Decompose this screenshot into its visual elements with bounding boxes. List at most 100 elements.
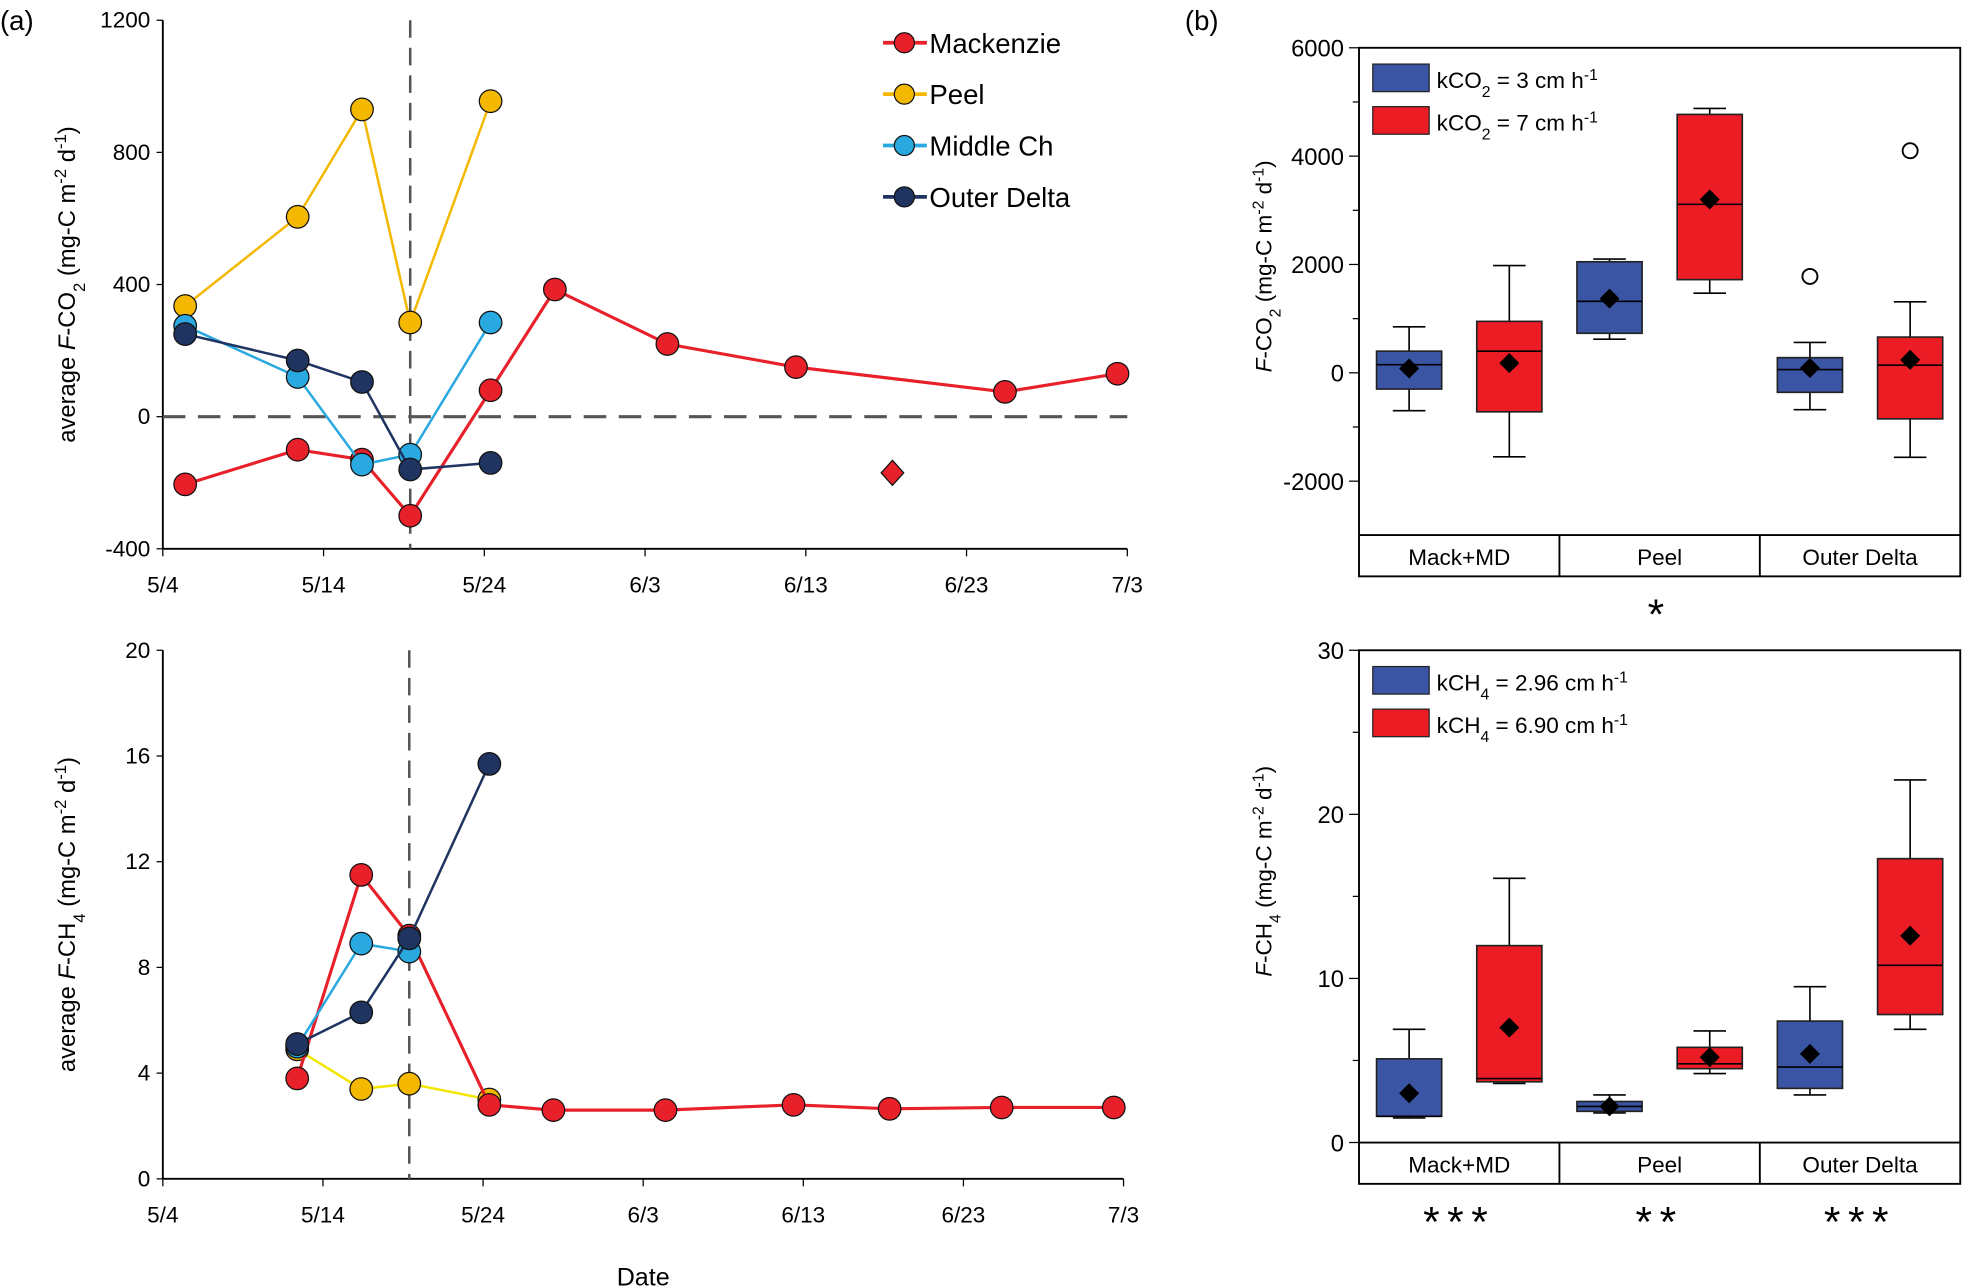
y-tick-label: 1200 <box>100 8 150 33</box>
y-tick-label: 4000 <box>1291 144 1344 171</box>
data-point-mackenzie <box>173 472 198 497</box>
outlier-point <box>1901 142 1919 160</box>
data-point-peel <box>397 1071 422 1096</box>
mean-marker <box>1499 353 1520 374</box>
y-tick-label: 6000 <box>1291 36 1344 63</box>
legend-marker <box>893 32 915 54</box>
series-line-mackenzie <box>184 287 1118 519</box>
y-axis-label: average F-CH4 (mg-C m-2 d-1) <box>51 757 89 1072</box>
y-axis-label: average F-CO2 (mg-C m-2 d-1) <box>51 126 89 442</box>
x-tick-label: 5/24 <box>461 1203 505 1228</box>
series-line-middle-ch <box>296 942 410 1048</box>
significance-marker: *** <box>1824 1198 1896 1246</box>
data-point-mackenzie <box>784 355 808 380</box>
category-label: Outer Delta <box>1802 1153 1918 1178</box>
data-point-peel <box>478 89 503 114</box>
legend-label: kCH4 = 6.90 cm h-1 <box>1437 711 1628 745</box>
diamond-marker <box>880 459 905 487</box>
mean-marker <box>1900 349 1921 370</box>
outlier-point <box>1801 267 1819 285</box>
x-tick-label: 5/4 <box>147 573 178 598</box>
x-axis-label: Date <box>617 1263 670 1288</box>
y-axis-label: F-CH4 (mg-C m-2 d-1) <box>1250 766 1284 977</box>
significance-marker: *** <box>1423 1198 1495 1246</box>
legend-label: Mackenzie <box>929 28 1061 59</box>
data-point-outer-delta <box>477 752 502 776</box>
x-tick-label: 6/23 <box>941 1203 985 1228</box>
panel-label-a: (a) <box>0 5 34 36</box>
mean-marker <box>1900 925 1921 946</box>
data-point-mackenzie <box>349 863 374 887</box>
legend-swatch <box>1372 63 1430 93</box>
legend-swatch <box>1372 708 1430 738</box>
data-point-outer-delta <box>478 451 503 475</box>
legend-label: Peel <box>929 79 984 110</box>
plot-frame <box>1358 649 1962 1185</box>
series-line-peel <box>296 1048 490 1101</box>
legend-swatch <box>1372 665 1430 695</box>
data-point-peel <box>173 294 198 318</box>
y-tick-label: 800 <box>113 140 151 165</box>
y-tick-label: 0 <box>1331 361 1344 388</box>
x-tick-label: 5/14 <box>301 1203 345 1228</box>
data-point-outer-delta <box>349 1000 374 1025</box>
data-point-outer-delta <box>173 322 198 346</box>
x-tick-label: 7/3 <box>1112 573 1143 598</box>
data-point-outer-delta <box>397 926 422 951</box>
data-point-mackenzie <box>1105 361 1130 386</box>
mean-marker <box>1799 1043 1820 1064</box>
y-tick-label: 0 <box>1331 1130 1344 1157</box>
y-tick-label: 20 <box>125 638 150 663</box>
data-point-mackenzie <box>541 1098 566 1123</box>
legend-label: Outer Delta <box>929 182 1071 213</box>
y-tick-label: 2000 <box>1291 252 1344 279</box>
box-red <box>1876 336 1944 420</box>
category-label: Outer Delta <box>1802 545 1918 570</box>
y-tick-label: 0 <box>138 404 151 429</box>
series-line-peel <box>184 100 492 327</box>
x-tick-label: 6/13 <box>781 1203 825 1228</box>
data-point-outer-delta <box>350 370 374 394</box>
legend-marker <box>893 83 915 105</box>
x-tick-label: 6/23 <box>945 573 989 598</box>
plot-frame <box>1358 46 1962 578</box>
y-tick-label: 30 <box>1318 638 1344 665</box>
data-point-mackenzie <box>877 1096 902 1121</box>
data-point-middle-ch <box>478 310 503 335</box>
x-tick-label: 5/24 <box>462 573 506 598</box>
legend-marker <box>893 186 915 208</box>
category-label: Peel <box>1637 1153 1682 1178</box>
y-tick-label: -2000 <box>1283 469 1344 496</box>
category-label: Peel <box>1637 545 1682 570</box>
legend-marker <box>893 134 915 157</box>
data-point-peel <box>350 97 374 122</box>
y-tick-label: 400 <box>113 272 151 297</box>
data-point-mackenzie <box>285 437 310 462</box>
data-point-mackenzie <box>542 277 567 302</box>
data-point-mackenzie <box>653 1098 678 1123</box>
data-point-mackenzie <box>477 1092 502 1117</box>
co2-time-series-chart: 1200 800 400 0 -400 5/4 5/14 5/24 6/3 6/13 6/23 7/3… <box>51 8 1143 598</box>
y-tick-label: 20 <box>1318 802 1344 829</box>
co2-boxplot-chart: Mack+MD Peel * Outer Delta 6000 4000 2000 0 -200… <box>1250 36 1962 639</box>
x-tick-label: 6/3 <box>628 1203 659 1228</box>
legend-label: kCO2 = 3 cm h-1 <box>1437 66 1598 100</box>
x-tick-label: 5/4 <box>147 1203 178 1228</box>
y-tick-label: 8 <box>138 955 151 980</box>
data-point-outer-delta <box>398 457 423 482</box>
y-axis-label: F-CO2 (mg-C m-2 d-1) <box>1250 160 1284 372</box>
data-point-mackenzie <box>398 503 423 528</box>
significance-marker: ** <box>1636 1198 1684 1246</box>
x-tick-label: 7/3 <box>1108 1203 1139 1228</box>
data-point-mackenzie <box>655 332 680 356</box>
data-point-outer-delta <box>285 1032 310 1056</box>
y-tick-label: 4 <box>138 1061 151 1086</box>
data-point-mackenzie <box>781 1092 806 1117</box>
data-point-mackenzie <box>285 1066 310 1091</box>
data-point-peel <box>398 310 423 335</box>
data-point-outer-delta <box>285 348 310 373</box>
data-point-middle-ch <box>349 931 374 956</box>
y-tick-label: 12 <box>125 849 150 874</box>
legend-label: Middle Ch <box>929 131 1053 162</box>
